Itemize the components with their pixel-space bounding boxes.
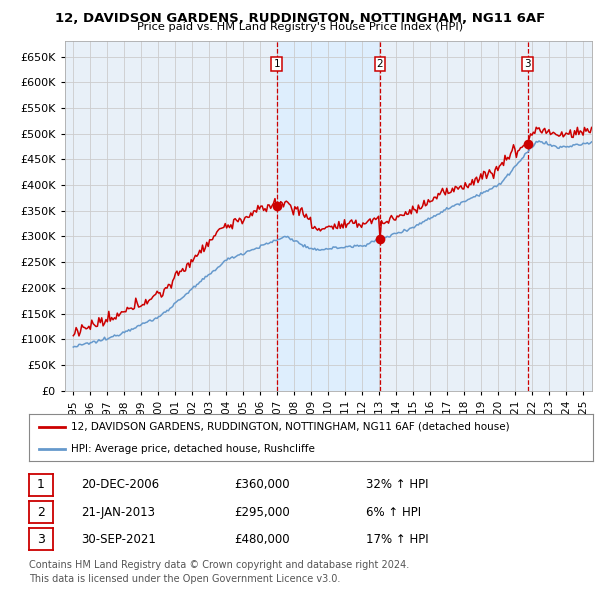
Text: 12, DAVIDSON GARDENS, RUDDINGTON, NOTTINGHAM, NG11 6AF: 12, DAVIDSON GARDENS, RUDDINGTON, NOTTIN… [55, 12, 545, 25]
Text: £295,000: £295,000 [234, 506, 290, 519]
Text: 21-JAN-2013: 21-JAN-2013 [81, 506, 155, 519]
Text: 12, DAVIDSON GARDENS, RUDDINGTON, NOTTINGHAM, NG11 6AF (detached house): 12, DAVIDSON GARDENS, RUDDINGTON, NOTTIN… [71, 422, 510, 432]
Text: 20-DEC-2006: 20-DEC-2006 [81, 478, 159, 491]
Text: HPI: Average price, detached house, Rushcliffe: HPI: Average price, detached house, Rush… [71, 444, 315, 454]
Text: 6% ↑ HPI: 6% ↑ HPI [366, 506, 421, 519]
Text: £480,000: £480,000 [234, 533, 290, 546]
Text: 30-SEP-2021: 30-SEP-2021 [81, 533, 156, 546]
Text: 17% ↑ HPI: 17% ↑ HPI [366, 533, 428, 546]
Text: Contains HM Land Registry data © Crown copyright and database right 2024.: Contains HM Land Registry data © Crown c… [29, 560, 409, 570]
Text: 2: 2 [37, 506, 45, 519]
Text: 3: 3 [524, 59, 531, 69]
Text: This data is licensed under the Open Government Licence v3.0.: This data is licensed under the Open Gov… [29, 574, 340, 584]
Text: 32% ↑ HPI: 32% ↑ HPI [366, 478, 428, 491]
Text: 1: 1 [274, 59, 280, 69]
Text: 1: 1 [37, 478, 45, 491]
Text: £360,000: £360,000 [234, 478, 290, 491]
Bar [277, 41, 380, 391]
Text: 3: 3 [37, 533, 45, 546]
Text: Price paid vs. HM Land Registry's House Price Index (HPI): Price paid vs. HM Land Registry's House … [137, 22, 463, 32]
Text: 2: 2 [377, 59, 383, 69]
